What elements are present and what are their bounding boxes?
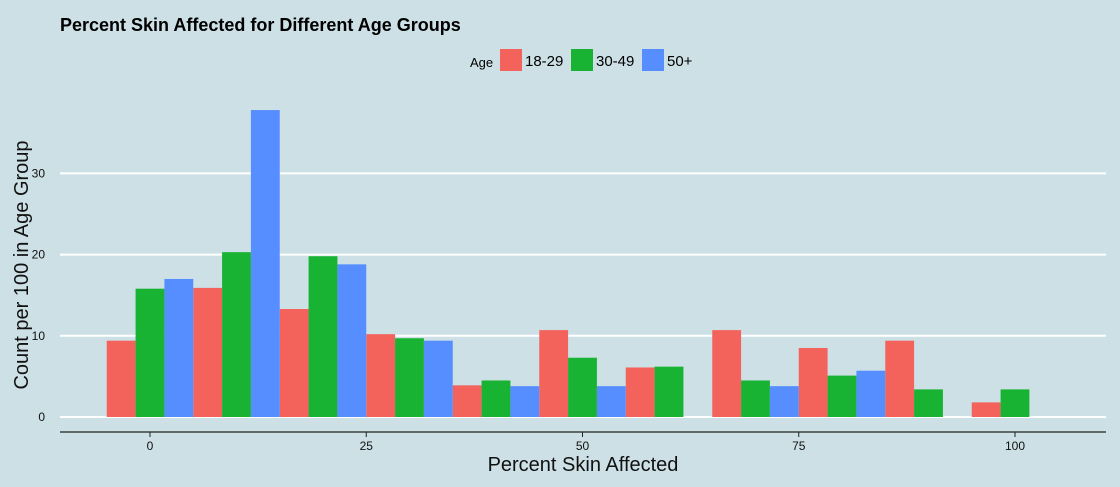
- x-tick-label: 100: [1005, 439, 1025, 453]
- bar-30-49-bin-90: [914, 389, 943, 417]
- bar-18-29-bin-40: [452, 385, 482, 417]
- bar-30-49-bin-80: [827, 375, 857, 417]
- bar-30-49-bin-50: [568, 357, 597, 417]
- bar-50+-bin-0: [164, 278, 194, 417]
- bar-18-29-bin-30: [366, 334, 396, 417]
- bar-18-29-bin-100: [971, 402, 1001, 417]
- bar-18-29-bin-10: [193, 287, 223, 417]
- legend-label-30-49: 30-49: [596, 53, 634, 70]
- bar-50+-bin-20: [337, 264, 367, 417]
- bar-50+-bin-80: [856, 370, 886, 417]
- bar-18-29-bin-0: [106, 340, 136, 417]
- bar-50+-bin-30: [423, 340, 453, 417]
- bar-18-29-bin-20: [279, 309, 309, 417]
- x-tick-label: 0: [147, 439, 154, 453]
- bar-30-49-bin-40: [481, 380, 511, 417]
- x-axis-ticks: 0 25 50 75 100: [147, 432, 1025, 453]
- x-axis-label: Percent Skin Affected: [488, 454, 679, 476]
- bar-50+-bin-70: [769, 386, 799, 417]
- legend-swatch-18-29: [500, 49, 522, 71]
- chart-title: Percent Skin Affected for Different Age …: [60, 15, 461, 35]
- bar-18-29-bin-90: [885, 340, 915, 417]
- legend-label-18-29: 18-29: [525, 53, 563, 70]
- bar-18-29-bin-50: [539, 330, 569, 417]
- y-tick-label: 20: [32, 248, 46, 262]
- legend-label-50+: 50+: [667, 53, 693, 70]
- bar-18-29-bin-60: [625, 367, 655, 417]
- y-tick-label: 30: [32, 166, 46, 180]
- y-axis-ticks: 0 10 20 30: [32, 166, 46, 424]
- y-tick-label: 10: [32, 329, 46, 343]
- bar-30-49-bin-70: [741, 380, 770, 417]
- x-tick-label: 50: [576, 439, 590, 453]
- legend-swatch-50+: [642, 49, 664, 71]
- bar-30-49-bin-100: [1000, 389, 1030, 417]
- bar-30-49-bin-20: [308, 256, 338, 417]
- bar-30-49-bin-60: [654, 366, 684, 417]
- bar-18-29-bin-80: [798, 347, 828, 417]
- legend: Age 18-29 30-49 50+: [470, 49, 693, 71]
- bars: [106, 110, 1030, 418]
- bar-50+-bin-10: [250, 110, 280, 418]
- legend-title: Age: [470, 55, 493, 70]
- y-axis-label: Count per 100 in Age Group: [11, 140, 33, 389]
- bar-30-49-bin-30: [395, 338, 424, 417]
- legend-swatch-30-49: [571, 49, 593, 71]
- x-tick-label: 25: [360, 439, 374, 453]
- bar-30-49-bin-10: [222, 252, 251, 417]
- bar-50+-bin-40: [510, 386, 540, 417]
- x-tick-label: 75: [792, 439, 806, 453]
- bar-50+-bin-50: [596, 386, 626, 417]
- y-tick-label: 0: [38, 410, 45, 424]
- bar-30-49-bin-0: [135, 288, 165, 417]
- bar-18-29-bin-70: [712, 330, 742, 417]
